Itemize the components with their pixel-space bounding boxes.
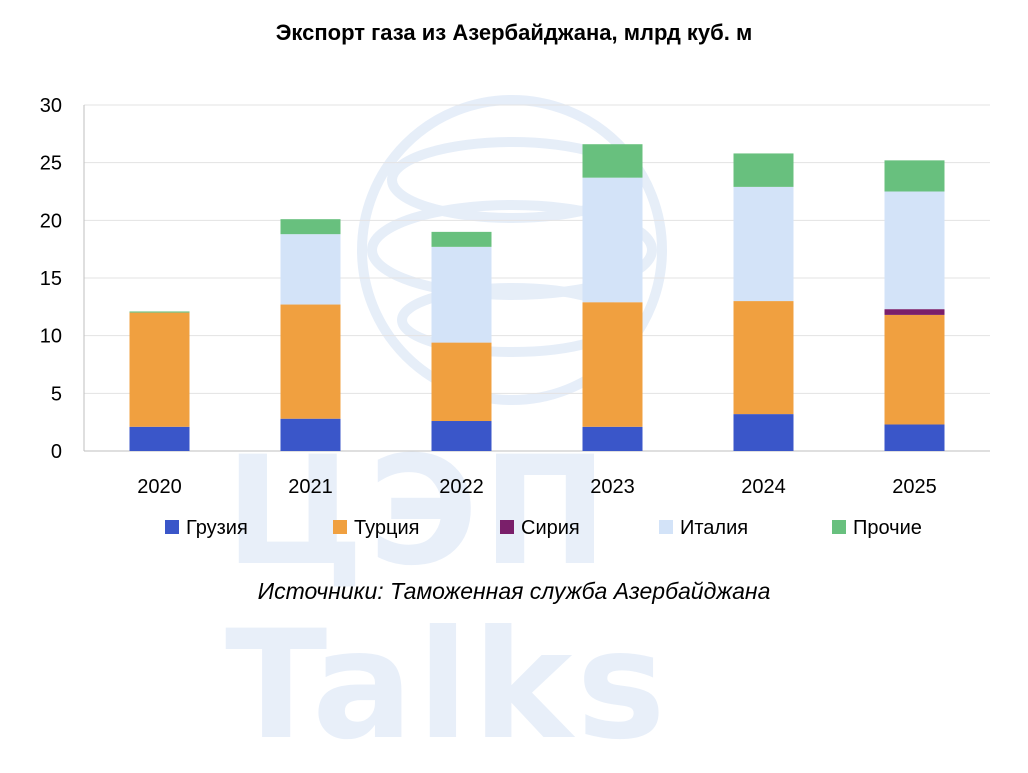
- legend-label: Грузия: [186, 517, 248, 539]
- legend-swatch: [500, 520, 514, 534]
- y-tick-label: 10: [40, 326, 62, 348]
- y-axis-ticks: 0 5 10 15 20 25 30: [40, 95, 62, 463]
- legend-swatch: [659, 520, 673, 534]
- x-tick-label: 2025: [892, 476, 937, 498]
- bar-segment: [884, 314, 945, 425]
- legend: Грузия Турция Сирия Италия Прочие: [165, 517, 922, 539]
- bar-segment: [733, 186, 794, 302]
- gridlines: [83, 104, 990, 452]
- bar-segment: [582, 144, 643, 178]
- x-tick-label: 2021: [288, 476, 333, 498]
- y-tick-label: 25: [40, 153, 62, 175]
- legend-label: Сирия: [521, 517, 580, 539]
- bar-segment: [582, 177, 643, 303]
- bar-segment: [733, 301, 794, 415]
- bar-segment: [280, 418, 341, 451]
- y-tick-label: 15: [40, 268, 62, 290]
- x-tick-label: 2024: [741, 476, 786, 498]
- bar-segment: [733, 414, 794, 451]
- legend-swatch: [165, 520, 179, 534]
- legend-label: Италия: [680, 517, 748, 539]
- chart-title: Экспорт газа из Азербайджана, млрд куб. …: [275, 20, 753, 45]
- legend-swatch: [333, 520, 347, 534]
- bar-segment: [280, 234, 341, 305]
- bar-segment: [733, 153, 794, 187]
- bar-segment: [280, 304, 341, 419]
- y-tick-label: 0: [51, 441, 62, 463]
- bar-segment: [884, 424, 945, 451]
- y-tick-label: 30: [40, 95, 62, 117]
- bars-group: [129, 144, 945, 451]
- bar-segment: [129, 311, 190, 313]
- x-tick-label: 2020: [137, 476, 182, 498]
- bar-segment: [884, 191, 945, 310]
- source-note: Источники: Таможенная служба Азербайджан…: [257, 578, 771, 604]
- legend-swatch: [832, 520, 846, 534]
- bar-segment: [280, 219, 341, 235]
- bar-segment: [431, 246, 492, 343]
- bar-segment: [431, 231, 492, 247]
- x-tick-label: 2023: [590, 476, 635, 498]
- y-tick-label: 5: [51, 383, 62, 405]
- x-axis-ticks: 2020 2021 2022 2023 2024 2025: [137, 476, 937, 498]
- bar-segment: [582, 426, 643, 451]
- legend-label: Турция: [354, 517, 419, 539]
- bar-segment: [884, 309, 945, 315]
- bar-segment: [129, 312, 190, 427]
- legend-label: Прочие: [853, 517, 922, 539]
- y-tick-label: 20: [40, 210, 62, 232]
- bar-segment: [431, 421, 492, 451]
- x-tick-label: 2022: [439, 476, 484, 498]
- bar-segment: [431, 342, 492, 422]
- bar-segment: [582, 302, 643, 427]
- bar-segment: [884, 160, 945, 192]
- bar-segment: [129, 426, 190, 451]
